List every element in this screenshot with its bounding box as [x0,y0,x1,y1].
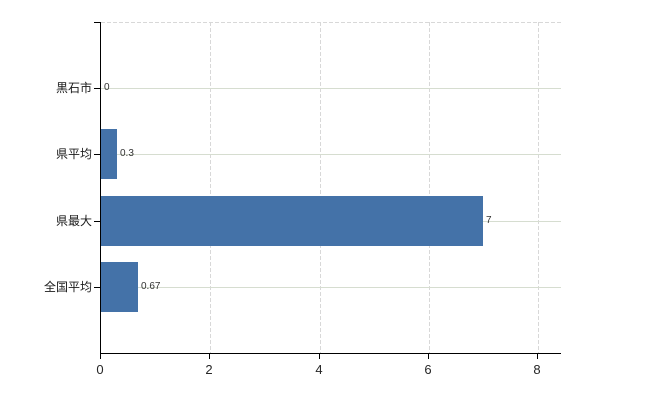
plot-top-border [101,22,561,23]
bar-value-label: 0.67 [141,281,161,292]
x-tick-label: 8 [533,362,541,377]
y-axis-end-tick [94,22,100,23]
x-axis-tick [428,354,429,359]
y-axis-tick [94,221,100,222]
y-category-label: 黒石市 [55,81,92,95]
x-tick-label: 6 [424,362,432,377]
x-tick-label: 4 [315,362,323,377]
y-axis-tick [94,154,100,155]
bar-県平均[interactable] [101,129,117,179]
y-axis-tick [94,287,100,288]
vertical-gridline [320,22,321,353]
x-axis-tick [209,354,210,359]
horizontal-gridline [101,88,561,89]
y-category-label: 県最大 [55,214,92,228]
plot-area: 0 0.3 7 0.67 [100,22,561,354]
y-category-label: 全国平均 [43,280,92,294]
vertical-gridline [538,22,539,353]
bar-県最大[interactable] [101,196,483,246]
horizontal-gridline [101,154,561,155]
bar-全国平均[interactable] [101,262,138,312]
vertical-gridline [429,22,430,353]
y-category-label: 県平均 [55,147,92,161]
x-axis-tick [100,354,101,359]
vertical-gridline [210,22,211,353]
x-axis-tick [319,354,320,359]
horizontal-gridline [101,287,561,288]
bar-value-label: 0.3 [120,148,134,159]
x-tick-label: 2 [205,362,213,377]
bar-value-label: 0 [104,82,110,93]
bar-value-label: 7 [486,215,492,226]
x-tick-label: 0 [96,362,104,377]
x-axis-tick [537,354,538,359]
y-axis-tick [94,88,100,89]
